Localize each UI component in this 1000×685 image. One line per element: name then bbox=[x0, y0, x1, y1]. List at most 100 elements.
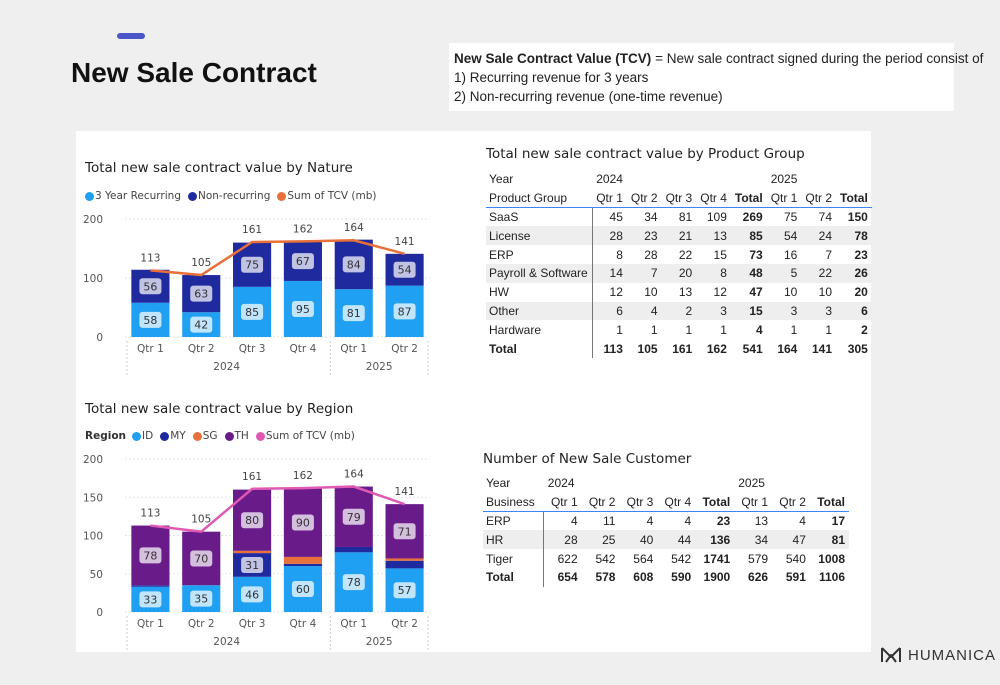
legend-item-nonrecurring[interactable]: Non-recurring bbox=[187, 190, 270, 202]
data-label: 78 bbox=[143, 549, 157, 562]
customer-count-matrix: Year 2024 2025 Business Qtr 1 Qtr 2 Qtr 3 Qtr 4… bbox=[483, 474, 849, 587]
table-cell: 2 bbox=[861, 322, 868, 337]
table-cell: 34 bbox=[734, 530, 773, 550]
bar-segment-my[interactable] bbox=[334, 546, 373, 553]
data-label-bg bbox=[190, 590, 213, 607]
bar-segment-sg[interactable] bbox=[385, 558, 424, 561]
data-label-bg bbox=[342, 305, 365, 322]
legend-item-tcv[interactable]: Sum of TCV (mb) bbox=[277, 190, 376, 202]
table-cell: 1008 bbox=[818, 551, 845, 566]
y-tick-label: 100 bbox=[83, 531, 103, 543]
data-label-bg bbox=[241, 556, 264, 573]
data-label: 78 bbox=[347, 576, 361, 589]
column-header-cell[interactable]: Qtr 1 bbox=[766, 188, 802, 209]
table-total-row[interactable]: Total 654 578 608 590 1900 626 591 1106 bbox=[483, 567, 849, 587]
tcv-line[interactable] bbox=[150, 485, 405, 533]
table-row[interactable]: Tiger 622 542 564 542 1741 579 540 1008 bbox=[483, 549, 849, 568]
table-row[interactable]: Hardware 1 1 1 1 4 1 1 2 bbox=[486, 320, 872, 340]
table-cell: 8 bbox=[696, 263, 731, 283]
legend-item-recurring[interactable]: 3 Year Recurring bbox=[85, 190, 181, 202]
data-label: 33 bbox=[143, 593, 157, 606]
table-row[interactable]: ERP 4 11 4 4 23 13 4 17 bbox=[483, 511, 849, 531]
tcv-line-label: 141 bbox=[395, 236, 415, 248]
column-header-cell[interactable]: Qtr 3 bbox=[661, 188, 697, 209]
data-label-bg bbox=[241, 256, 264, 273]
column-header-cell[interactable]: Qtr 3 bbox=[619, 492, 658, 513]
column-header-cell[interactable]: Qtr 4 bbox=[657, 492, 696, 513]
table-cell: 4 bbox=[626, 301, 662, 321]
data-label: 63 bbox=[194, 288, 208, 301]
table-row[interactable]: ERP 8 28 22 15 73 16 7 23 bbox=[486, 245, 872, 264]
table-cell: 15 bbox=[730, 301, 767, 321]
year-header-cell[interactable]: 2024 bbox=[547, 476, 575, 491]
table-row[interactable]: HW 12 10 13 12 47 10 10 20 bbox=[486, 282, 872, 302]
data-label-bg bbox=[190, 550, 213, 567]
bar-segment-my[interactable] bbox=[131, 585, 170, 587]
x-tick-label: Qtr 1 bbox=[340, 343, 367, 355]
row-label: HR bbox=[483, 530, 544, 550]
column-header-cell[interactable]: Qtr 1 bbox=[734, 492, 773, 513]
data-label: 56 bbox=[143, 280, 157, 293]
year-header-cell[interactable]: 2025 bbox=[738, 476, 765, 491]
table-cell: 6 bbox=[591, 301, 627, 321]
table-row[interactable]: SaaS 45 34 81 109 269 75 74 150 bbox=[486, 207, 872, 227]
row-label: HW bbox=[489, 285, 509, 300]
table-cell: 1 bbox=[825, 322, 833, 337]
column-header-cell[interactable]: Total bbox=[809, 492, 849, 513]
table-cell: 74 bbox=[818, 210, 833, 225]
data-label: 80 bbox=[245, 514, 259, 527]
table-cell: 4 bbox=[756, 322, 763, 337]
table-cell: 4 bbox=[543, 511, 582, 531]
column-header-cell[interactable]: Qtr 2 bbox=[801, 188, 837, 209]
legend-item-th[interactable]: TH bbox=[224, 430, 249, 442]
column-header-cell[interactable]: Total bbox=[695, 492, 735, 513]
table-cell: 28 bbox=[543, 530, 582, 550]
table-cell: 54 bbox=[766, 226, 802, 246]
table-cell: 20 bbox=[661, 263, 697, 283]
table-row[interactable]: Payroll & Software 14 7 20 8 48 5 22 26 bbox=[486, 263, 872, 283]
y-tick-label: 0 bbox=[96, 332, 103, 344]
table-cell: 12 bbox=[591, 282, 627, 302]
legend-item-tcv-region[interactable]: Sum of TCV (mb) bbox=[255, 430, 355, 442]
bar-segment-my[interactable] bbox=[385, 560, 424, 569]
data-label: 81 bbox=[347, 307, 361, 320]
column-header-cell[interactable]: Total bbox=[836, 188, 872, 209]
column-header-cell[interactable]: Qtr 2 bbox=[626, 188, 662, 209]
column-header-cell[interactable]: Total bbox=[730, 188, 767, 209]
column-header-row: Product Group Qtr 1 Qtr 2 Qtr 3 Qtr 4 Total Qt… bbox=[486, 188, 872, 209]
data-label: 35 bbox=[194, 593, 208, 606]
y-tick-label: 150 bbox=[83, 492, 103, 504]
table-cell: 34 bbox=[644, 210, 658, 225]
table-row[interactable]: HR 28 25 40 44 136 34 47 81 bbox=[483, 530, 849, 550]
column-header-cell[interactable]: Qtr 2 bbox=[581, 492, 620, 513]
table-row[interactable]: License 28 23 21 13 85 54 24 78 bbox=[486, 226, 872, 246]
data-label: 54 bbox=[398, 264, 412, 277]
year-header-cell[interactable]: 2025 bbox=[770, 172, 798, 187]
legend-item-id[interactable]: ID bbox=[132, 430, 153, 442]
table-cell: 22 bbox=[801, 263, 837, 283]
bar-segment-my[interactable] bbox=[283, 563, 322, 567]
data-label-bg bbox=[342, 256, 365, 273]
column-header-cell[interactable]: Qtr 1 bbox=[543, 492, 582, 513]
table-row[interactable]: Other 6 4 2 3 15 3 3 6 bbox=[486, 301, 872, 321]
legend-item-sg[interactable]: SG bbox=[192, 430, 218, 442]
table-cell: 26 bbox=[836, 263, 872, 283]
year-header-row: Year 2024 2025 bbox=[486, 170, 872, 189]
table-cell: 150 bbox=[847, 210, 868, 225]
table-total-row[interactable]: Total 113 105 161 162 541 164 141 305 bbox=[486, 339, 872, 358]
year-header-cell[interactable]: 2024 bbox=[596, 172, 623, 187]
bar-segment-sg[interactable] bbox=[283, 556, 322, 564]
legend-dot-tcv-region bbox=[255, 431, 265, 441]
legend-item-my[interactable]: MY bbox=[160, 430, 186, 442]
column-header-cell[interactable]: Qtr 4 bbox=[696, 188, 731, 209]
data-label: 85 bbox=[245, 306, 259, 319]
data-label-bg bbox=[139, 591, 162, 608]
tcv-line[interactable] bbox=[150, 238, 405, 277]
row-label: SaaS bbox=[489, 210, 519, 225]
legend-dot-id bbox=[132, 431, 142, 441]
column-header-cell[interactable]: Qtr 2 bbox=[772, 492, 810, 513]
table-cell: 109 bbox=[706, 210, 727, 225]
column-header-cell[interactable]: Qtr 1 bbox=[592, 188, 627, 209]
bar-segment-sg[interactable] bbox=[233, 550, 272, 554]
row-label: Hardware bbox=[489, 322, 542, 337]
